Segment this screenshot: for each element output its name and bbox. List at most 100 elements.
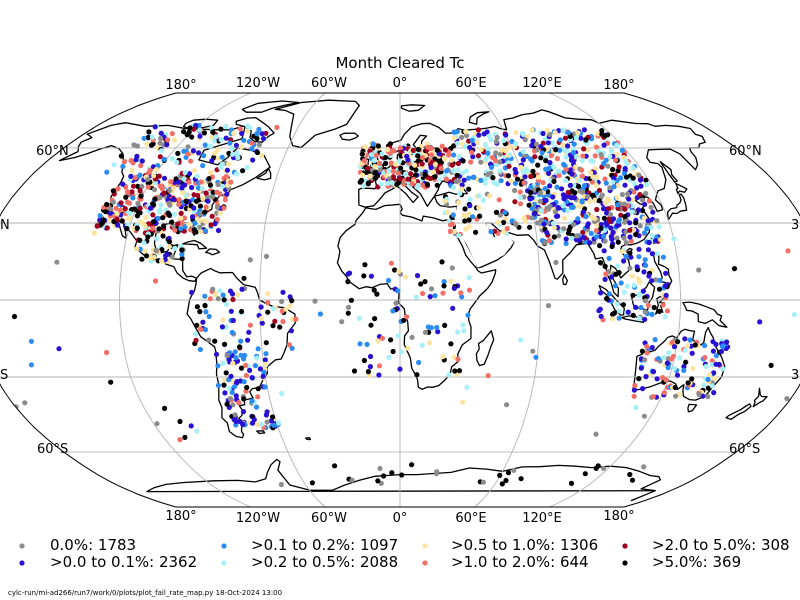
- station-marker: [483, 156, 489, 163]
- station-marker: [731, 266, 738, 272]
- station-marker: [535, 162, 541, 168]
- land-hokkaido: [675, 182, 688, 195]
- station-marker: [448, 341, 454, 347]
- station-marker: [615, 263, 621, 269]
- station-marker: [606, 291, 612, 297]
- station-marker: [784, 396, 790, 402]
- station-marker: [178, 226, 184, 232]
- station-marker: [118, 153, 124, 159]
- station-marker: [549, 140, 556, 146]
- station-marker: [161, 175, 168, 181]
- station-marker: [233, 393, 239, 399]
- station-marker: [557, 147, 563, 153]
- station-marker: [220, 360, 226, 366]
- station-marker: [606, 197, 613, 203]
- station-marker: [522, 174, 528, 180]
- station-marker: [167, 187, 173, 193]
- station-marker: [642, 230, 648, 236]
- station-marker: [493, 209, 500, 215]
- station-marker: [724, 339, 730, 345]
- station-marker: [170, 196, 176, 203]
- station-marker: [111, 162, 117, 168]
- station-marker: [636, 254, 642, 260]
- station-marker: [440, 354, 446, 360]
- station-marker: [379, 151, 385, 157]
- station-marker: [570, 150, 577, 156]
- station-marker: [579, 199, 585, 205]
- station-marker: [209, 158, 215, 164]
- station-marker: [559, 186, 565, 192]
- station-marker: [178, 210, 184, 216]
- station-marker: [457, 190, 463, 197]
- station-marker: [543, 166, 549, 172]
- station-marker: [345, 271, 351, 277]
- station-marker: [164, 251, 170, 257]
- station-marker: [119, 218, 125, 224]
- station-marker: [485, 373, 491, 379]
- station-marker: [636, 316, 643, 322]
- station-marker: [505, 470, 512, 476]
- station-marker: [685, 342, 691, 349]
- station-marker: [229, 145, 235, 151]
- station-marker: [128, 158, 134, 164]
- station-marker: [263, 340, 269, 346]
- station-marker: [191, 205, 197, 211]
- station-marker: [270, 306, 276, 312]
- station-marker: [230, 296, 236, 303]
- station-marker: [466, 224, 472, 230]
- station-marker: [150, 201, 156, 207]
- station-marker: [528, 189, 534, 196]
- station-marker: [28, 362, 34, 368]
- station-marker: [529, 158, 535, 164]
- station-marker: [155, 215, 161, 222]
- station-marker: [610, 316, 616, 322]
- station-marker: [372, 163, 378, 169]
- station-marker: [640, 208, 646, 214]
- station-marker: [176, 201, 182, 208]
- station-marker: [222, 197, 228, 203]
- station-marker: [191, 227, 197, 233]
- station-marker: [222, 377, 228, 383]
- station-marker: [476, 205, 482, 211]
- station-marker: [228, 179, 234, 185]
- station-marker: [159, 247, 165, 253]
- station-marker: [367, 173, 373, 179]
- station-marker: [280, 289, 286, 295]
- graticule-meridian: [259, 93, 326, 507]
- station-marker: [412, 172, 419, 178]
- station-marker: [517, 201, 524, 207]
- station-marker: [602, 133, 608, 139]
- station-marker: [364, 169, 370, 175]
- station-marker: [175, 150, 181, 156]
- station-marker: [157, 194, 163, 201]
- station-marker: [265, 291, 271, 297]
- station-marker: [200, 319, 206, 325]
- station-marker: [175, 221, 181, 227]
- station-marker: [114, 211, 120, 217]
- station-marker: [713, 353, 720, 359]
- station-marker: [584, 223, 591, 229]
- station-marker: [633, 220, 639, 226]
- station-marker: [203, 218, 209, 224]
- station-marker: [351, 368, 358, 374]
- station-marker: [606, 255, 612, 261]
- station-marker: [388, 160, 394, 166]
- land-hispaniola: [204, 248, 221, 256]
- station-marker: [171, 137, 177, 143]
- legend: 0.0%: 1783 >0.0 to 0.1%: 2362 >0.1 to 0.…: [19, 536, 790, 571]
- station-marker: [253, 404, 260, 410]
- station-marker: [259, 320, 265, 326]
- station-marker: [493, 139, 499, 145]
- station-marker: [224, 352, 230, 359]
- station-marker: [118, 200, 124, 206]
- station-marker: [656, 308, 662, 314]
- station-marker: [512, 199, 518, 205]
- station-marker: [581, 146, 587, 152]
- station-marker: [623, 240, 629, 246]
- station-marker: [223, 173, 229, 180]
- station-marker: [599, 192, 605, 198]
- station-marker: [201, 153, 207, 159]
- station-marker: [629, 273, 635, 279]
- station-marker: [705, 376, 711, 383]
- station-marker: [252, 363, 258, 369]
